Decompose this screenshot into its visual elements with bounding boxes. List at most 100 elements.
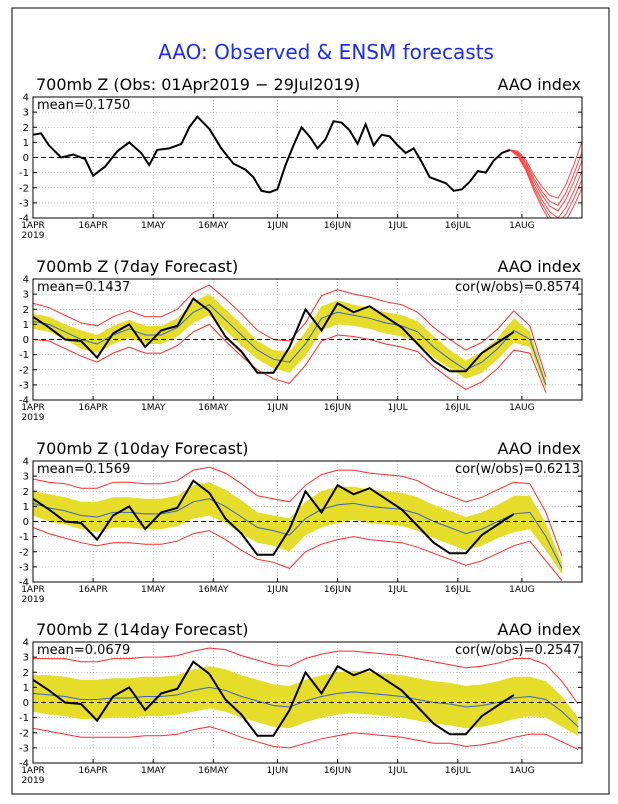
y-tick-label: 4 xyxy=(23,93,29,104)
x-tick-label: 16MAY xyxy=(198,766,229,776)
y-tick-label: -4 xyxy=(19,578,29,589)
x-tick-label: 1APR xyxy=(21,766,45,776)
mean-label: mean=0.1750 xyxy=(37,98,130,113)
correlation-label: cor(w/obs)=0.8574 xyxy=(455,280,580,295)
ensemble-envelope-lower xyxy=(33,726,579,750)
x-tick-label: 16APR xyxy=(78,403,107,413)
x-tick-label: 1JUN xyxy=(267,766,289,776)
x-tick-label: 1JUN xyxy=(267,403,289,413)
panel-index-label: AAO index xyxy=(497,439,581,458)
x-tick-label: 1JUL xyxy=(388,585,408,595)
x-tick-label: 16JUN xyxy=(324,766,351,776)
x-tick-year-label: 2019 xyxy=(22,413,45,423)
x-tick-year-label: 2019 xyxy=(22,776,45,786)
x-tick-label: 1MAY xyxy=(141,585,166,595)
y-tick-label: 4 xyxy=(23,638,29,649)
y-tick-label: -1 xyxy=(19,532,29,543)
x-tick-label: 16APR xyxy=(78,766,107,776)
x-tick-label: 1JUN xyxy=(267,221,289,231)
x-tick-label: 1JUL xyxy=(388,403,408,413)
plot-area xyxy=(33,647,579,750)
observed-line xyxy=(33,115,511,194)
ensemble-mean-line xyxy=(33,304,547,386)
forecast-member-line xyxy=(509,149,582,218)
y-tick-label: 1 xyxy=(23,502,29,513)
x-tick-label: 1MAY xyxy=(141,221,166,231)
y-tick-label: 3 xyxy=(23,108,29,119)
ensemble-envelope-upper xyxy=(33,466,563,557)
forecast-member-line xyxy=(509,149,582,218)
y-tick-label: -3 xyxy=(19,562,29,573)
y-tick-label: 0 xyxy=(23,517,29,528)
panels: 700mb Z (Obs: 01Apr2019 − 29Jul2019) AAO … xyxy=(19,75,583,786)
x-tick-label: 16JUN xyxy=(324,585,351,595)
figure-title: AAO: Observed & ENSM forecasts xyxy=(158,40,494,64)
panel-index-label: AAO index xyxy=(497,75,581,94)
plot-area xyxy=(33,466,563,581)
y-tick-label: -2 xyxy=(19,728,29,739)
panel-index-label: AAO index xyxy=(497,620,581,639)
forecast-member-line xyxy=(509,149,582,212)
ensemble-envelope-upper xyxy=(33,284,547,378)
y-tick-label: 2 xyxy=(23,305,29,316)
x-tick-label: 16JUL xyxy=(445,766,471,776)
x-tick-label: 16APR xyxy=(78,585,107,595)
panel-observed: 700mb Z (Obs: 01Apr2019 − 29Jul2019) AAO … xyxy=(19,75,583,241)
y-tick-label: -3 xyxy=(19,198,29,209)
x-tick-label: 1APR xyxy=(21,221,45,231)
y-tick-label: -2 xyxy=(19,183,29,194)
x-tick-label: 1MAY xyxy=(141,766,166,776)
ensemble-mean-line xyxy=(33,498,563,569)
y-tick-label: 4 xyxy=(23,275,29,286)
x-tick-label: 16JUN xyxy=(324,221,351,231)
x-tick-year-label: 2019 xyxy=(22,595,45,605)
y-tick-label: -1 xyxy=(19,350,29,361)
y-tick-label: -4 xyxy=(19,759,29,770)
x-tick-label: 16JUL xyxy=(445,403,471,413)
x-tick-label: 1JUL xyxy=(388,221,408,231)
panel-7day: 700mb Z (7day Forecast) AAO index -4 -3 -2 -1… xyxy=(19,257,583,423)
x-tick-label: 1JUN xyxy=(267,585,289,595)
ensemble-envelope-lower xyxy=(33,323,547,393)
x-tick-label: 16JUL xyxy=(445,221,471,231)
x-tick-label: 16MAY xyxy=(198,585,229,595)
x-tick-label: 1APR xyxy=(21,585,45,595)
y-tick-label: 2 xyxy=(23,668,29,679)
y-tick-label: 1 xyxy=(23,320,29,331)
y-tick-label: -1 xyxy=(19,168,29,179)
panel-title: 700mb Z (14day Forecast) xyxy=(36,620,248,639)
y-tick-label: -2 xyxy=(19,547,29,558)
panel-14day: 700mb Z (14day Forecast) AAO index -4 -3 -2 -… xyxy=(19,620,583,786)
x-tick-label: 1JUL xyxy=(388,766,408,776)
x-tick-label: 16APR xyxy=(78,221,107,231)
correlation-label: cor(w/obs)=0.2547 xyxy=(455,643,580,658)
y-tick-label: 0 xyxy=(23,698,29,709)
mean-label: mean=0.1569 xyxy=(37,462,130,477)
y-tick-label: -4 xyxy=(19,396,29,407)
ensemble-mean-line xyxy=(33,686,579,728)
x-tick-label: 1AUG xyxy=(509,585,534,595)
y-tick-label: 2 xyxy=(23,487,29,498)
x-tick-label: 16JUN xyxy=(324,403,351,413)
x-tick-label: 1AUG xyxy=(509,221,534,231)
y-tick-label: -1 xyxy=(19,713,29,724)
observed-line xyxy=(33,660,515,737)
y-tick-label: 0 xyxy=(23,335,29,346)
ensemble-spread-band xyxy=(33,294,546,390)
plot-area xyxy=(33,284,547,393)
x-tick-label: 16MAY xyxy=(198,221,229,231)
y-tick-label: -2 xyxy=(19,365,29,376)
y-tick-label: -3 xyxy=(19,743,29,754)
ensemble-envelope-lower xyxy=(33,527,563,581)
x-tick-label: 1MAY xyxy=(141,403,166,413)
y-tick-label: 1 xyxy=(23,138,29,149)
forecast-member-line xyxy=(509,141,582,199)
forecast-member-line xyxy=(509,149,582,218)
panel-10day: 700mb Z (10day Forecast) AAO index -4 -3 -2 -… xyxy=(19,439,583,605)
x-tick-label: 16MAY xyxy=(198,403,229,413)
y-tick-label: 4 xyxy=(23,457,29,468)
x-tick-label: 1APR xyxy=(21,403,45,413)
ensemble-envelope-upper xyxy=(33,647,579,705)
x-tick-label: 1AUG xyxy=(509,766,534,776)
